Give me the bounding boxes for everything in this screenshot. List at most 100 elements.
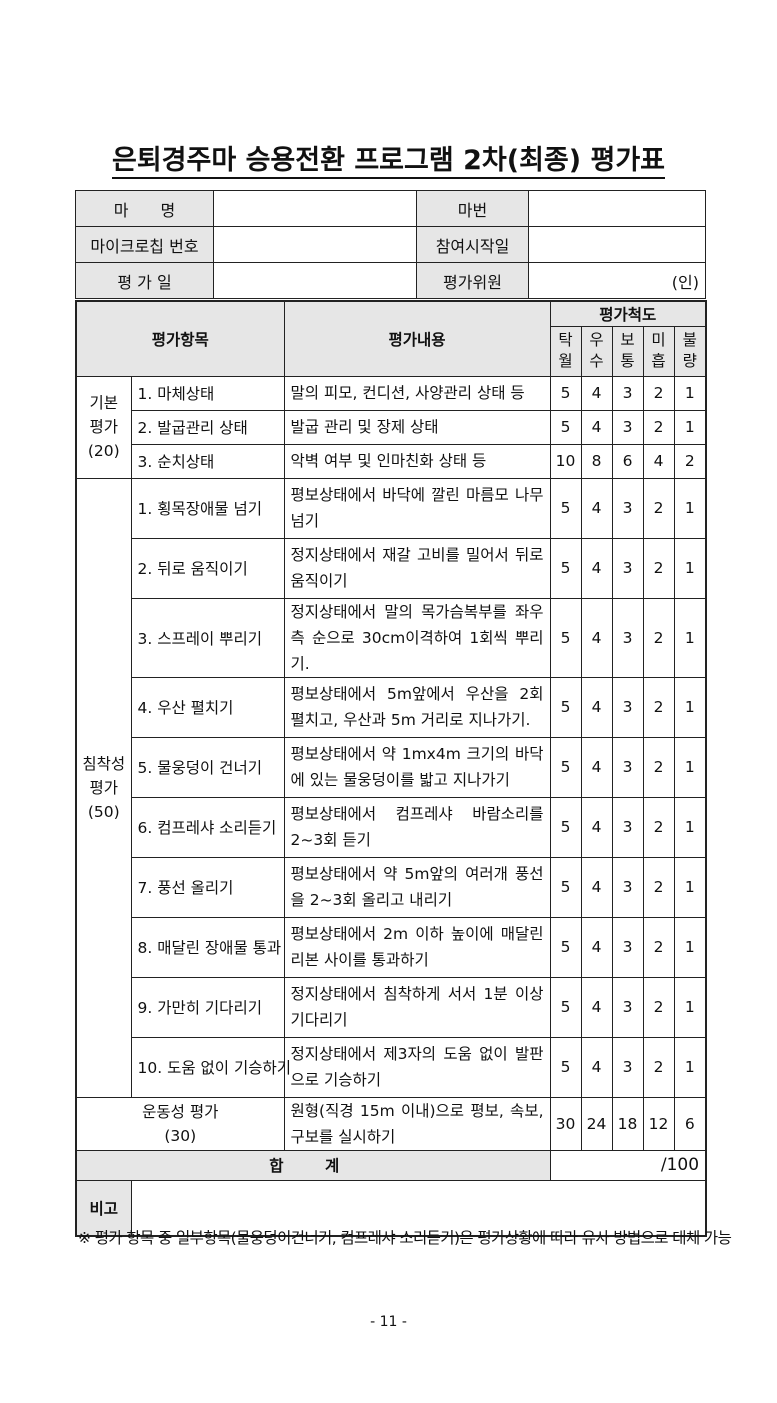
score-option[interactable]: 5 xyxy=(549,537,582,599)
header-scale: 평가척도 xyxy=(549,300,707,327)
score-option[interactable]: 2 xyxy=(642,477,675,539)
score-option[interactable]: 5 xyxy=(549,477,582,539)
score-option[interactable]: 5 xyxy=(549,916,582,978)
score-option[interactable]: 3 xyxy=(611,916,644,978)
score-option[interactable]: 2 xyxy=(642,976,675,1038)
score-option[interactable]: 5 xyxy=(549,1036,582,1098)
table-row: 3. 스프레이 뿌리기 정지상태에서 말의 목가슴복부를 좌우측 순으로 30cm… xyxy=(76,597,707,678)
score-option[interactable]: 1 xyxy=(673,796,707,858)
eval-content: 정지상태에서 침착하게 서서 1분 이상 기다리기 xyxy=(283,976,551,1038)
score-option[interactable]: 1 xyxy=(673,856,707,918)
horse-name-field[interactable] xyxy=(213,190,417,227)
eval-item: 9. 가만히 기다리기 xyxy=(130,976,285,1038)
table-row: 2. 뒤로 움직이기 정지상태에서 재갈 고비를 밀어서 뒤로 움직이기 5 4 3 2 1 xyxy=(76,537,707,599)
score-option[interactable]: 8 xyxy=(580,443,613,479)
score-option[interactable]: 3 xyxy=(611,976,644,1038)
score-option[interactable]: 2 xyxy=(673,443,707,479)
score-option[interactable]: 6 xyxy=(673,1096,707,1151)
score-option[interactable]: 4 xyxy=(580,796,613,858)
score-option[interactable]: 3 xyxy=(611,736,644,798)
score-option[interactable]: 4 xyxy=(580,409,613,445)
score-option[interactable]: 3 xyxy=(611,597,644,678)
score-option[interactable]: 1 xyxy=(673,375,707,411)
eval-item: 7. 풍선 올리기 xyxy=(130,856,285,918)
score-option[interactable]: 1 xyxy=(673,976,707,1038)
score-option[interactable]: 5 xyxy=(549,856,582,918)
score-option[interactable]: 4 xyxy=(580,537,613,599)
eval-item: 1. 마체상태 xyxy=(130,375,285,411)
score-option[interactable]: 5 xyxy=(549,736,582,798)
score-option[interactable]: 3 xyxy=(611,676,644,738)
score-option[interactable]: 2 xyxy=(642,409,675,445)
eval-content: 평보상태에서 컴프레샤 바람소리를 2~3회 듣기 xyxy=(283,796,551,858)
horse-name-label: 마 명 xyxy=(75,190,214,227)
total-value[interactable]: /100 xyxy=(549,1149,707,1181)
microchip-field[interactable] xyxy=(213,226,417,263)
score-option[interactable]: 4 xyxy=(580,976,613,1038)
score-option[interactable]: 1 xyxy=(673,537,707,599)
score-option[interactable]: 12 xyxy=(642,1096,675,1151)
horse-number-field[interactable] xyxy=(528,190,706,227)
score-option[interactable]: 4 xyxy=(580,477,613,539)
score-option[interactable]: 2 xyxy=(642,856,675,918)
header-grade: 탁 월 xyxy=(549,325,582,377)
score-option[interactable]: 3 xyxy=(611,856,644,918)
score-option[interactable]: 24 xyxy=(580,1096,613,1151)
evaluator-field[interactable]: (인) xyxy=(528,262,706,299)
score-option[interactable]: 3 xyxy=(611,477,644,539)
score-option[interactable]: 1 xyxy=(673,597,707,678)
motor-content: 원형(직경 15m 이내)으로 평보, 속보, 구보를 실시하기 xyxy=(283,1096,551,1151)
group-label: 침착성 평가 (50) xyxy=(75,477,132,1098)
score-option[interactable]: 5 xyxy=(549,976,582,1038)
score-option[interactable]: 4 xyxy=(642,443,675,479)
score-option[interactable]: 2 xyxy=(642,736,675,798)
score-option[interactable]: 18 xyxy=(611,1096,644,1151)
score-option[interactable]: 3 xyxy=(611,1036,644,1098)
header-grade: 불 량 xyxy=(673,325,707,377)
score-option[interactable]: 10 xyxy=(549,443,582,479)
score-option[interactable]: 2 xyxy=(642,537,675,599)
start-date-field[interactable] xyxy=(528,226,706,263)
score-option[interactable]: 4 xyxy=(580,916,613,978)
score-option[interactable]: 3 xyxy=(611,537,644,599)
score-option[interactable]: 4 xyxy=(580,1036,613,1098)
score-option[interactable]: 5 xyxy=(549,676,582,738)
eval-date-label: 평 가 일 xyxy=(75,262,214,299)
score-option[interactable]: 4 xyxy=(580,676,613,738)
score-option[interactable]: 4 xyxy=(580,375,613,411)
score-option[interactable]: 2 xyxy=(642,1036,675,1098)
score-option[interactable]: 30 xyxy=(549,1096,582,1151)
score-option[interactable]: 1 xyxy=(673,477,707,539)
score-option[interactable]: 2 xyxy=(642,597,675,678)
page-number: - 11 - xyxy=(370,1314,407,1330)
score-option[interactable]: 2 xyxy=(642,676,675,738)
score-option[interactable]: 1 xyxy=(673,1036,707,1098)
table-row: 2. 발굽관리 상태 발굽 관리 및 장제 상태 5 4 3 2 1 xyxy=(76,409,707,445)
score-option[interactable]: 3 xyxy=(611,796,644,858)
eval-date-field[interactable] xyxy=(213,262,417,299)
score-option[interactable]: 1 xyxy=(673,736,707,798)
total-label: 합 계 xyxy=(75,1149,551,1181)
score-option[interactable]: 3 xyxy=(611,409,644,445)
score-option[interactable]: 5 xyxy=(549,597,582,678)
score-option[interactable]: 3 xyxy=(611,375,644,411)
seal-text: (인) xyxy=(671,272,699,292)
score-option[interactable]: 2 xyxy=(642,375,675,411)
score-option[interactable]: 5 xyxy=(549,409,582,445)
table-row: 5. 물웅덩이 건너기 평보상태에서 약 1mx4m 크기의 바닥에 있는 물웅덩… xyxy=(76,736,707,798)
score-option[interactable]: 1 xyxy=(673,409,707,445)
score-option[interactable]: 1 xyxy=(673,676,707,738)
score-option[interactable]: 6 xyxy=(611,443,644,479)
eval-item: 5. 물웅덩이 건너기 xyxy=(130,736,285,798)
remarks-label: 비고 xyxy=(75,1179,132,1237)
remarks-field[interactable] xyxy=(130,1179,707,1237)
score-option[interactable]: 5 xyxy=(549,375,582,411)
score-option[interactable]: 5 xyxy=(549,796,582,858)
eval-item: 3. 스프레이 뿌리기 xyxy=(130,597,285,678)
score-option[interactable]: 4 xyxy=(580,597,613,678)
score-option[interactable]: 4 xyxy=(580,736,613,798)
score-option[interactable]: 2 xyxy=(642,796,675,858)
score-option[interactable]: 1 xyxy=(673,916,707,978)
score-option[interactable]: 2 xyxy=(642,916,675,978)
score-option[interactable]: 4 xyxy=(580,856,613,918)
